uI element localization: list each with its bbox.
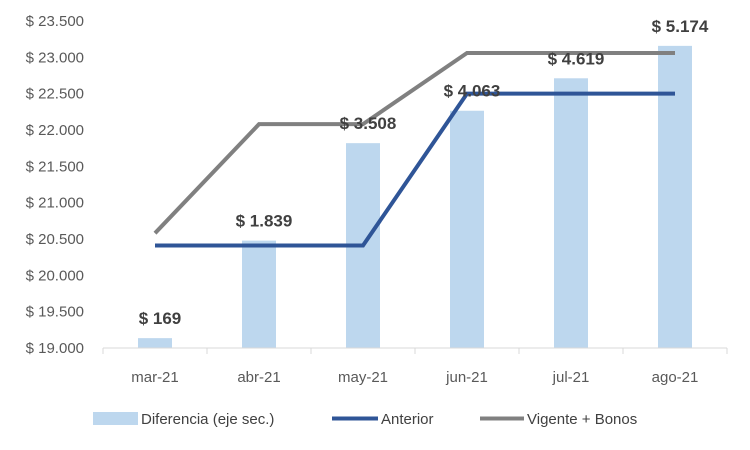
y-tick-label: $ 20.000 — [26, 267, 84, 284]
bar-series — [138, 45, 692, 349]
y-tick-label: $ 22.500 — [26, 86, 84, 103]
bar — [554, 78, 588, 349]
data-label: $ 4.063 — [444, 82, 501, 101]
legend: Diferencia (eje sec.) Anterior Vigente +… — [93, 411, 637, 428]
line-vigente-bonos — [153, 50, 675, 235]
data-label: $ 4.619 — [548, 49, 605, 68]
x-tick-label: jul-21 — [552, 369, 590, 386]
x-tick-label: abr-21 — [237, 369, 280, 386]
x-tick-label: ago-21 — [652, 369, 699, 386]
legend-swatch-diferencia — [93, 412, 138, 425]
y-tick-label: $ 19.000 — [26, 340, 84, 357]
bar — [450, 110, 484, 349]
legend-label-diferencia: Diferencia (eje sec.) — [141, 411, 274, 428]
bar — [658, 45, 692, 348]
line-series — [153, 50, 675, 248]
x-tick-label: mar-21 — [131, 369, 179, 386]
y-tick-label: $ 19.500 — [26, 304, 84, 321]
legend-label-anterior: Anterior — [381, 411, 434, 428]
bar — [138, 338, 172, 348]
y-axis: $ 19.000 $ 19.500 $ 20.000 $ 20.500 $ 21.000… — [26, 13, 84, 357]
bar — [242, 240, 276, 348]
y-tick-label: $ 21.500 — [26, 158, 84, 175]
x-tick-label: jun-21 — [445, 369, 488, 386]
data-label: $ 1.839 — [236, 212, 293, 231]
line-anterior — [155, 91, 675, 248]
data-label: $ 5.174 — [652, 17, 709, 36]
y-tick-label: $ 23.000 — [26, 49, 84, 66]
data-labels: $ 169 $ 1.839 $ 3.508 $ 4.063 $ 4.619 $ 5.174 — [139, 17, 709, 328]
y-tick-label: $ 21.000 — [26, 195, 84, 212]
y-tick-label: $ 23.500 — [26, 13, 84, 30]
y-tick-label: $ 22.000 — [26, 122, 84, 139]
x-axis: mar-21 abr-21 may-21 jun-21 jul-21 ago-21 — [102, 348, 728, 386]
y-tick-label: $ 20.500 — [26, 231, 84, 248]
data-label: $ 3.508 — [340, 114, 397, 133]
x-tick-label: may-21 — [338, 369, 388, 386]
data-label: $ 169 — [139, 309, 182, 328]
legend-label-vigente-bonos: Vigente + Bonos — [527, 411, 637, 428]
